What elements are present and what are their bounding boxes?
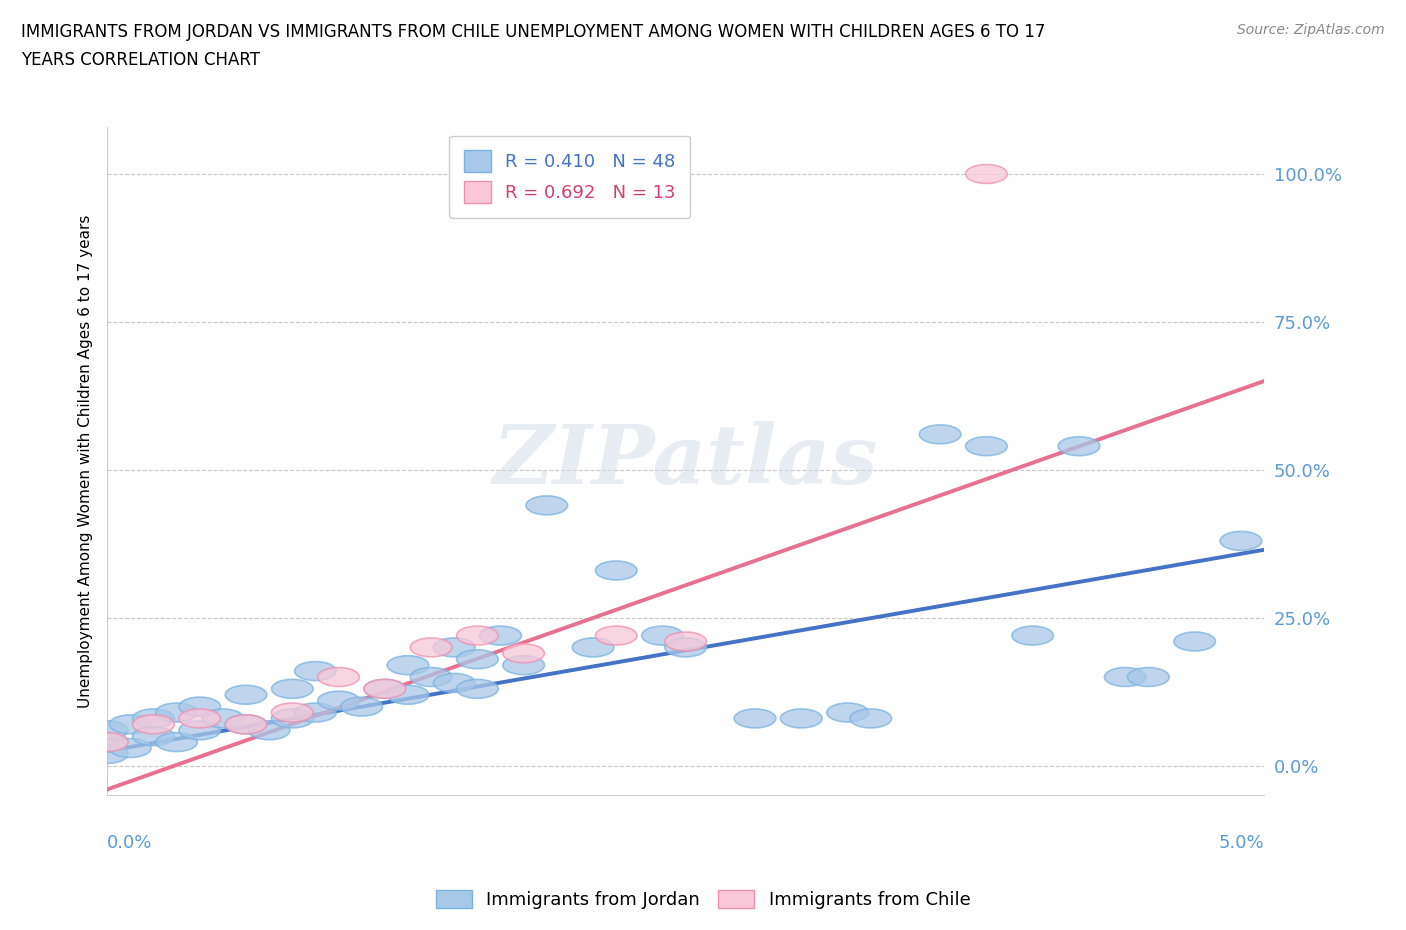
Ellipse shape [364,679,406,698]
Ellipse shape [780,709,823,728]
Ellipse shape [179,698,221,716]
Ellipse shape [1012,626,1053,645]
Ellipse shape [457,679,498,698]
Ellipse shape [1059,437,1099,456]
Ellipse shape [479,626,522,645]
Ellipse shape [433,673,475,692]
Ellipse shape [110,715,150,734]
Ellipse shape [1220,531,1261,551]
Ellipse shape [503,656,544,674]
Ellipse shape [225,685,267,704]
Ellipse shape [86,721,128,739]
Ellipse shape [132,715,174,734]
Ellipse shape [249,721,290,739]
Ellipse shape [849,709,891,728]
Ellipse shape [1174,632,1215,651]
Text: Source: ZipAtlas.com: Source: ZipAtlas.com [1237,23,1385,37]
Ellipse shape [1105,668,1146,686]
Ellipse shape [225,715,267,734]
Ellipse shape [295,661,336,681]
Ellipse shape [411,668,451,686]
Ellipse shape [110,738,150,757]
Legend: R = 0.410   N = 48, R = 0.692   N = 13: R = 0.410 N = 48, R = 0.692 N = 13 [450,136,690,218]
Ellipse shape [132,709,174,728]
Ellipse shape [572,638,614,657]
Ellipse shape [295,703,336,722]
Ellipse shape [966,165,1007,183]
Ellipse shape [920,425,960,444]
Ellipse shape [271,679,314,698]
Ellipse shape [156,703,197,722]
Ellipse shape [734,709,776,728]
Text: 5.0%: 5.0% [1219,834,1264,852]
Ellipse shape [411,638,451,657]
Ellipse shape [202,709,243,728]
Legend: Immigrants from Jordan, Immigrants from Chile: Immigrants from Jordan, Immigrants from … [429,883,977,916]
Ellipse shape [387,685,429,704]
Ellipse shape [1128,668,1170,686]
Ellipse shape [966,437,1007,456]
Ellipse shape [457,626,498,645]
Ellipse shape [271,703,314,722]
Ellipse shape [156,733,197,751]
Ellipse shape [457,650,498,669]
Ellipse shape [526,496,568,515]
Ellipse shape [179,709,221,728]
Ellipse shape [86,744,128,764]
Text: ZIPatlas: ZIPatlas [494,421,879,501]
Ellipse shape [340,698,382,716]
Ellipse shape [271,709,314,728]
Y-axis label: Unemployment Among Women with Children Ages 6 to 17 years: Unemployment Among Women with Children A… [79,214,93,708]
Ellipse shape [318,691,360,711]
Ellipse shape [179,721,221,739]
Ellipse shape [86,733,128,751]
Ellipse shape [641,626,683,645]
Ellipse shape [827,703,869,722]
Ellipse shape [595,626,637,645]
Ellipse shape [364,679,406,698]
Text: YEARS CORRELATION CHART: YEARS CORRELATION CHART [21,51,260,69]
Ellipse shape [595,561,637,580]
Ellipse shape [86,733,128,751]
Text: 0.0%: 0.0% [107,834,152,852]
Ellipse shape [318,668,360,686]
Ellipse shape [387,656,429,674]
Ellipse shape [665,638,706,657]
Ellipse shape [225,715,267,734]
Ellipse shape [665,632,706,651]
Ellipse shape [132,726,174,746]
Ellipse shape [503,644,544,663]
Text: IMMIGRANTS FROM JORDAN VS IMMIGRANTS FROM CHILE UNEMPLOYMENT AMONG WOMEN WITH CH: IMMIGRANTS FROM JORDAN VS IMMIGRANTS FRO… [21,23,1046,41]
Ellipse shape [433,638,475,657]
